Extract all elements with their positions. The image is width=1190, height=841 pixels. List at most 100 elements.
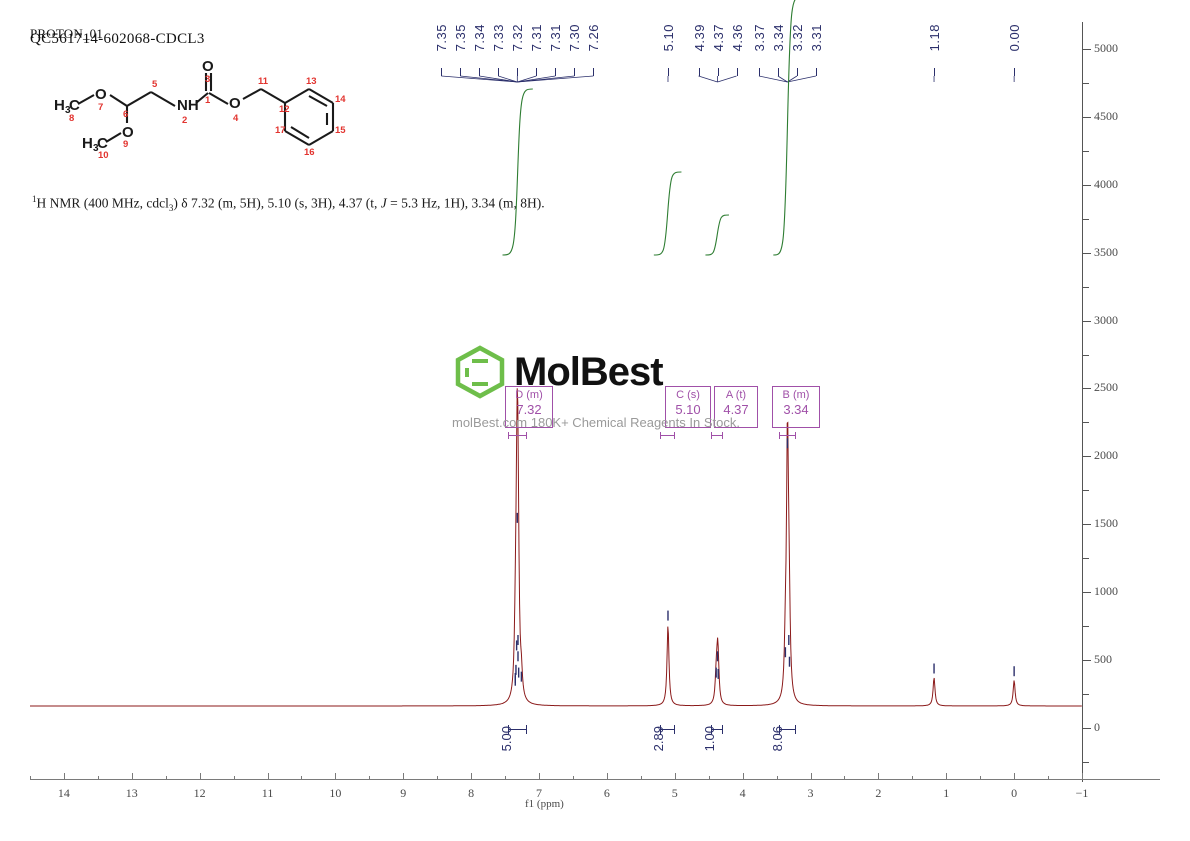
peak-label-stem	[698, 68, 700, 76]
watermark-brand: MolBest	[514, 350, 664, 394]
solvent-subscript: 3	[168, 203, 174, 214]
y-tick	[1082, 150, 1089, 152]
x-tick-label: 9	[400, 786, 407, 800]
y-tick	[1082, 83, 1089, 85]
y-tick	[1082, 184, 1091, 186]
nmr-tail: = 5.3 Hz, 1H), 3.34 (m, 8H).	[386, 195, 545, 211]
peak-label-stem	[717, 68, 719, 76]
x-tick	[1048, 776, 1050, 779]
peak-label-stem	[934, 68, 936, 76]
x-tick	[369, 776, 371, 779]
y-tick-label: 2000	[1094, 448, 1118, 463]
x-tick	[776, 776, 778, 779]
multiplet-shift: 3.34	[783, 402, 809, 417]
atom-sub-3b: 3	[93, 143, 99, 154]
y-tick	[1082, 320, 1091, 322]
y-tick-label: 3000	[1094, 312, 1118, 327]
peak-label-stem	[441, 68, 443, 76]
x-tick	[63, 773, 65, 779]
y-tick	[1082, 286, 1089, 288]
y-tick	[1082, 354, 1089, 356]
multiplet-range-bar	[711, 432, 723, 439]
multiplet-box[interactable]: B (m) 3.34	[772, 386, 820, 428]
y-tick-label: 1000	[1094, 584, 1118, 598]
y-tick	[1082, 490, 1089, 492]
x-tick-label: 3	[807, 786, 814, 800]
nucleus-superscript: 1	[32, 194, 37, 204]
y-tick	[1082, 592, 1091, 593]
atom-label-c-10: C	[97, 135, 108, 152]
peak-label-stem	[1014, 68, 1016, 76]
multiplet-box[interactable]: A (t) 4.37	[714, 386, 758, 428]
multiplet-shift: 5.10	[675, 402, 701, 417]
y-axis-line	[1082, 22, 1083, 782]
nmr-assignment-text: 1H NMR (400 MHz, cdcl3) δ 7.32 (m, 5H), …	[32, 194, 545, 213]
multiplet-box[interactable]: C (s) 5.10	[665, 386, 711, 428]
locant-5: 5	[152, 79, 158, 90]
x-tick	[708, 776, 710, 779]
multiplet-shift: 7.32	[516, 402, 542, 417]
y-tick	[1082, 625, 1089, 627]
nmr-prefix: H NMR (400 MHz, cdcl	[36, 195, 169, 211]
atom-label-h3c-8: H	[54, 97, 65, 114]
atom-label-nh-2: NH	[177, 97, 199, 114]
molbest-watermark: MolBest	[452, 344, 664, 400]
y-tick-label: 500	[1094, 651, 1112, 666]
y-tick	[1082, 727, 1091, 729]
x-tick-label: 8	[468, 786, 475, 800]
watermark-tagline: molBest.com 180K+ Chemical Reagents In S…	[452, 415, 740, 430]
integral-range-bar	[779, 725, 796, 734]
peak-label-stem	[517, 68, 519, 76]
x-tick	[437, 776, 439, 779]
x-tick-label: 13	[125, 786, 138, 800]
integral-range-bar	[659, 725, 676, 734]
y-tick-label: 3500	[1094, 244, 1118, 259]
peak-label-stem	[574, 68, 576, 76]
locant-15: 15	[335, 125, 346, 136]
x-tick	[131, 773, 133, 779]
locant-1: 1	[205, 95, 211, 106]
peak-label-stem	[460, 68, 462, 76]
x-tick	[267, 773, 269, 779]
integral-range-bar	[711, 725, 723, 734]
peak-label-stem	[593, 68, 595, 76]
peak-label-stem	[498, 68, 500, 76]
peak-label-stem	[736, 68, 738, 76]
integral-curve	[705, 214, 729, 256]
x-tick-label: 5	[671, 786, 678, 800]
molecular-structure-diagram: H 3 C O NH O O H 3 C O 8 7 6 5 2 1 3 4 1…	[30, 55, 380, 185]
x-tick-label: 14	[57, 786, 70, 800]
atom-label-o-4: O	[229, 95, 241, 112]
y-tick	[1082, 422, 1089, 424]
spectrum-curve	[30, 388, 1082, 707]
locant-11: 11	[258, 76, 269, 87]
locant-7: 7	[98, 102, 103, 113]
x-tick	[572, 776, 574, 779]
y-tick	[1082, 558, 1089, 560]
x-tick	[810, 773, 812, 779]
x-tick	[505, 776, 507, 779]
y-tick	[1082, 49, 1091, 51]
x-tick	[301, 776, 303, 779]
atom-label-o-7: O	[95, 86, 107, 103]
x-tick-label: 10	[329, 786, 342, 800]
y-tick	[1082, 524, 1091, 526]
x-tick	[878, 773, 880, 779]
y-tick-label: 2500	[1094, 380, 1118, 395]
y-tick	[1082, 659, 1091, 661]
y-tick	[1082, 117, 1091, 118]
multiplet-box[interactable]: D (m) 7.32	[505, 386, 553, 428]
multiplet-shift: 4.37	[723, 402, 749, 417]
multiplet-range-bar	[659, 432, 676, 439]
x-tick-label: 11	[261, 786, 274, 800]
integral-curve	[653, 171, 682, 256]
x-tick	[1082, 773, 1083, 779]
atom-sub-3a: 3	[65, 105, 71, 116]
x-tick-label: 7	[536, 786, 543, 800]
